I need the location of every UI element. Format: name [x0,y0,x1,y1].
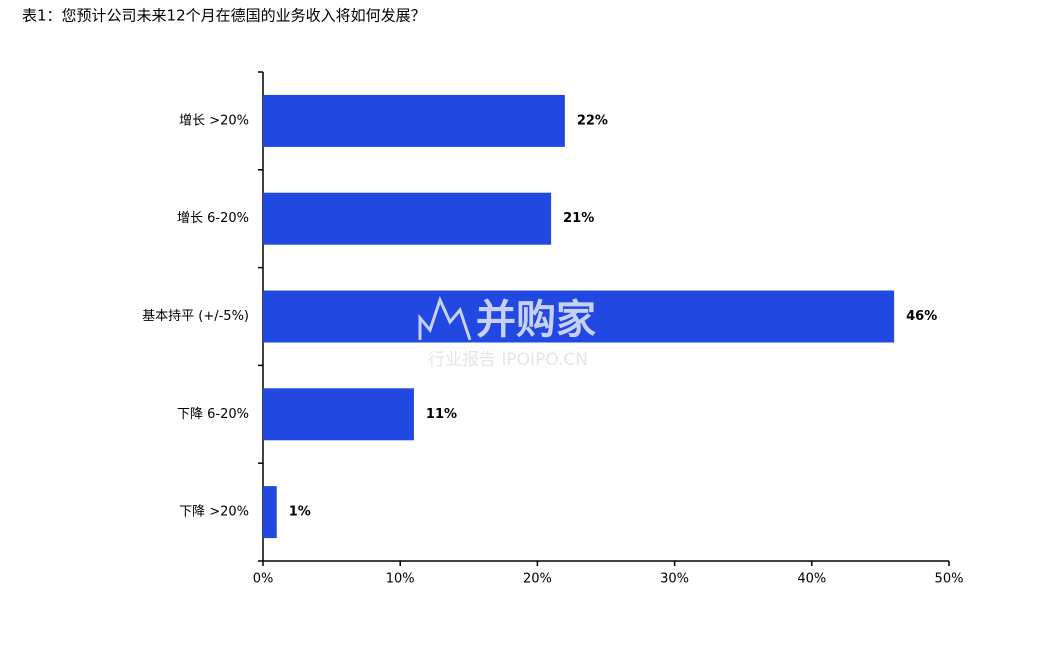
data-label: 11% [426,407,457,422]
y-tick-label: 基本持平 (+/-5%) [142,309,249,324]
data-label: 22% [577,113,608,128]
bar [263,388,414,441]
data-label: 21% [563,211,594,226]
x-tick-label: 0% [253,572,274,587]
x-tick-label: 20% [523,572,552,587]
bar [263,192,552,245]
x-tick-label: 50% [935,572,964,587]
watermark-logo [418,295,472,341]
y-tick-label: 下降 >20% [179,505,249,520]
bar [263,290,895,343]
data-label: 46% [906,309,937,324]
y-tick-label: 增长 6-20% [177,211,249,226]
x-tick-label: 30% [660,572,689,587]
data-label: 1% [289,505,311,520]
x-tick-label: 10% [386,572,415,587]
x-tick-label: 40% [797,572,826,587]
watermark-title: 并购家 [476,297,596,343]
bar [263,94,565,147]
watermark-subtitle: 行业报告 IPOIPO.CN [428,350,588,370]
chart-title: 表1：您预计公司未来12个月在德国的业务收入将如何发展？ [22,7,426,25]
bar [263,486,277,539]
y-tick-label: 增长 >20% [179,113,249,128]
watermark: 并购家 行业报告 IPOIPO.CN [418,295,596,370]
y-tick-label: 下降 6-20% [177,407,249,422]
